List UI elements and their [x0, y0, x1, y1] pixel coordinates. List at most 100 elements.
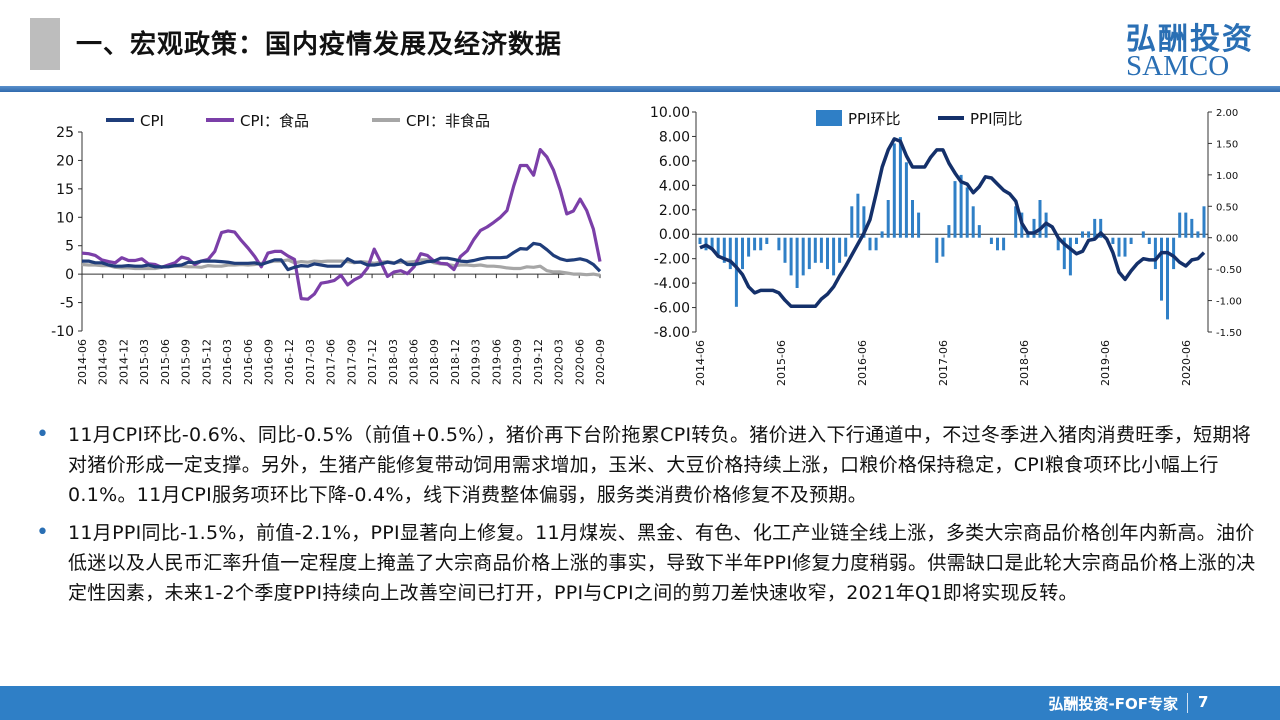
legend-label: CPI：食品	[240, 112, 309, 130]
ppi-mom-bar	[1038, 200, 1042, 238]
ppi-mom-bar	[1190, 218, 1194, 238]
x-tick-label: 2020-06	[1180, 340, 1193, 386]
y-right-tick-label: 1.50	[1216, 139, 1238, 150]
ppi-mom-bar	[850, 206, 854, 238]
ppi-mom-bar	[789, 237, 793, 276]
x-tick-label: 2018-06	[1018, 340, 1031, 386]
ppi-mom-bar	[941, 237, 945, 257]
y-left-tick-label: 0.00	[659, 227, 690, 243]
x-tick-label: 2019-09	[511, 339, 524, 385]
footer-brand: 弘酬投资-FOF专家	[1048, 695, 1178, 713]
ppi-mom-bar	[965, 187, 969, 238]
x-tick-label: 2019-06	[1099, 340, 1112, 386]
y-tick-label: 15	[56, 182, 74, 198]
ppi-mom-bar	[917, 212, 921, 238]
y-left-tick-label: 6.00	[659, 154, 690, 170]
ppi-mom-bar	[783, 237, 787, 263]
series-line-0	[82, 241, 602, 273]
y-right-tick-label: 0.00	[1216, 234, 1238, 245]
bullet-text-cpi: 11月CPI环比-0.6%、同比-0.5%（前值+0.5%），猪价再下台阶拖累C…	[68, 424, 1252, 506]
ppi-mom-bar	[911, 200, 914, 238]
y-left-tick-label: -6.00	[654, 301, 690, 317]
y-tick-label: -10	[51, 324, 74, 340]
ppi-mom-bar	[1032, 218, 1036, 238]
x-tick-label: 2016-09	[262, 339, 275, 385]
ppi-mom-bar	[892, 143, 896, 238]
x-tick-label: 2017-06	[325, 339, 338, 385]
ppi-mom-bar	[807, 237, 811, 270]
ppi-mom-bar	[1002, 237, 1006, 251]
y-right-tick-label: 0.50	[1216, 202, 1238, 213]
y-left-tick-label: 10.00	[650, 105, 690, 121]
ppi-mom-bar	[874, 237, 878, 251]
cpi-line-chart: 25 20 15 10 5 0 -5 -10 2014-06 2014-09 2014-12 2015…	[20, 96, 620, 406]
list-item: • 11月CPI环比-0.6%、同比-0.5%（前值+0.5%），猪价再下台阶拖…	[36, 420, 1256, 510]
ppi-mom-bar	[1081, 231, 1084, 238]
ppi-mom-bar	[1172, 237, 1176, 270]
ppi-mom-bar	[1153, 237, 1157, 270]
footer-bar: 弘酬投资-FOF专家 7	[0, 686, 1280, 720]
x-tick-label: 2014-06	[76, 339, 89, 385]
x-tick-label: 2014-06	[694, 340, 707, 386]
y-left-tick-label: -8.00	[654, 325, 690, 341]
ppi-mom-bar	[886, 200, 890, 238]
ppi-mom-bar	[904, 162, 908, 238]
ppi-mom-bar	[844, 237, 848, 257]
title-accent-bar	[30, 18, 60, 70]
y-tick-label: 25	[56, 125, 74, 141]
x-tick-label: 2018-03	[387, 339, 400, 385]
ppi-mom-bar	[880, 231, 884, 238]
ppi-mom-bar	[826, 237, 829, 270]
y-left-tick-label: -4.00	[654, 276, 690, 292]
ppi-combo-chart: 10.00 8.00 6.00 4.00 2.00 0.00 -2.00 -4.00 -6.00…	[640, 96, 1250, 406]
ppi-mom-bar	[838, 237, 842, 263]
x-tick-label: 2017-09	[345, 339, 358, 385]
ppi-mom-bar	[959, 174, 963, 238]
y-tick-label: 20	[56, 153, 74, 169]
x-tick-label: 2016-12	[283, 339, 296, 385]
bullet-text-ppi: 11月PPI同比-1.5%，前值-2.1%，PPI显著向上修复。11月煤炭、黑金…	[68, 522, 1256, 604]
x-tick-label: 2016-06	[856, 340, 869, 386]
ppi-mom-bar	[1075, 237, 1078, 244]
ppi-mom-bar	[1147, 237, 1151, 244]
ppi-mom-bar	[741, 237, 744, 270]
x-tick-label: 2020-09	[594, 339, 607, 385]
ppi-mom-bar	[753, 237, 757, 251]
ppi-mom-bar	[862, 206, 866, 238]
x-tick-label: 2018-09	[428, 339, 441, 385]
list-item: • 11月PPI同比-1.5%，前值-2.1%，PPI显著向上修复。11月煤炭、…	[36, 518, 1256, 608]
ppi-mom-bar	[971, 206, 975, 238]
ppi-mom-bar	[1202, 206, 1206, 238]
x-tick-label: 2016-06	[242, 339, 255, 385]
ppi-mom-bar	[947, 225, 951, 238]
x-tick-label: 2018-06	[408, 339, 421, 385]
x-tick-label: 2019-06	[490, 339, 503, 385]
ppi-mom-bar	[1062, 237, 1066, 270]
x-tick-label: 2020-06	[573, 339, 586, 385]
page-number: 7	[1198, 693, 1209, 711]
legend-label: CPI：非食品	[406, 112, 490, 130]
ppi-mom-bar	[935, 237, 939, 263]
ppi-mom-bar	[977, 225, 981, 238]
y-right-tick-label: -0.50	[1216, 265, 1242, 276]
logo-chinese: 弘酬投资	[1126, 22, 1254, 57]
x-tick-label: 2014-12	[117, 339, 130, 385]
y-right-tick-label: -1.50	[1216, 328, 1242, 339]
ppi-mom-bar	[1117, 237, 1121, 257]
ppi-mom-bar	[1196, 231, 1200, 238]
ppi-mom-bar	[989, 237, 993, 244]
commentary-list: • 11月CPI环比-0.6%、同比-0.5%（前值+0.5%），猪价再下台阶拖…	[36, 420, 1256, 616]
bullet-dot-icon: •	[36, 422, 49, 447]
header-divider	[0, 86, 1280, 92]
y-tick-label: 0	[65, 267, 74, 283]
y-right-tick-label: 1.00	[1216, 171, 1238, 182]
x-tick-label: 2015-09	[180, 339, 193, 385]
ppi-mom-bar	[710, 237, 714, 251]
ppi-mom-bar	[868, 237, 872, 251]
ppi-mom-bar	[856, 193, 860, 238]
y-tick-label: 5	[65, 239, 74, 255]
x-tick-label: 2017-06	[937, 340, 950, 386]
x-tick-label: 2014-09	[97, 339, 110, 385]
ppi-mom-bar	[1099, 218, 1103, 238]
x-tick-label: 2015-03	[138, 339, 151, 385]
